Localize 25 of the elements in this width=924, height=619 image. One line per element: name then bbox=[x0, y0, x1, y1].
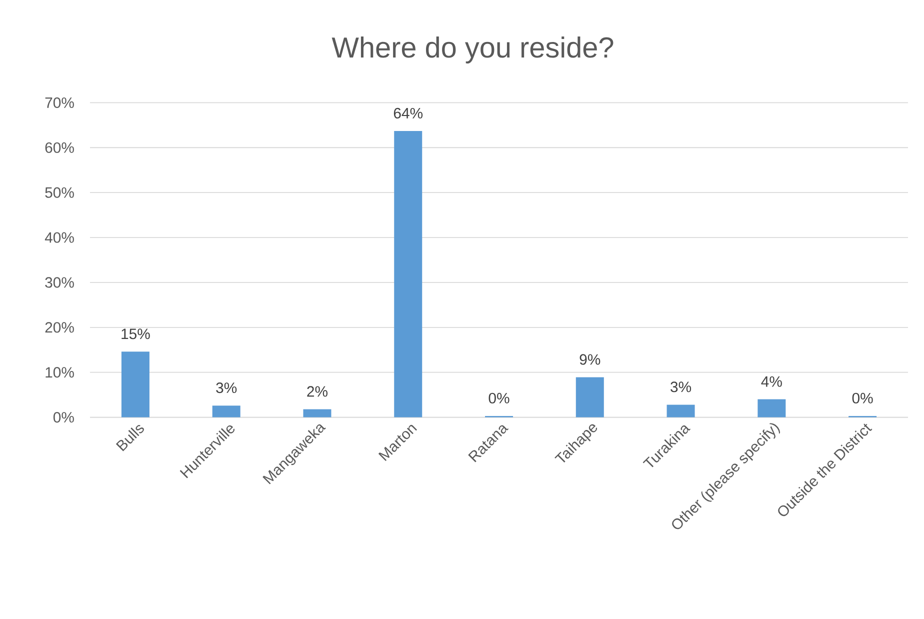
data-label: 3% bbox=[670, 382, 692, 392]
bar bbox=[121, 352, 150, 418]
data-label: 64% bbox=[394, 108, 423, 118]
data-label: 15% bbox=[122, 328, 150, 340]
bar bbox=[758, 399, 786, 418]
y-tick-label: 0% bbox=[53, 412, 74, 423]
data-label: 4% bbox=[761, 376, 782, 387]
bar bbox=[212, 406, 240, 418]
data-label: 2% bbox=[307, 386, 328, 397]
y-tick-label: 60% bbox=[45, 142, 74, 153]
bar bbox=[394, 131, 422, 418]
y-tick-label: 40% bbox=[44, 232, 74, 243]
bar bbox=[576, 377, 604, 418]
chart-title: Where do you reside? bbox=[332, 36, 614, 64]
y-tick-label: 20% bbox=[45, 322, 74, 333]
data-label: 0% bbox=[488, 392, 510, 404]
y-tick-label: 50% bbox=[45, 187, 74, 198]
y-tick-label: 10% bbox=[46, 367, 74, 378]
y-tick-label: 70% bbox=[45, 97, 74, 108]
data-label: 9% bbox=[580, 354, 600, 365]
bar bbox=[303, 409, 332, 418]
y-tick-label: 30% bbox=[45, 277, 74, 288]
data-label: 3% bbox=[216, 382, 237, 394]
data-label: 0% bbox=[852, 392, 873, 404]
bar bbox=[666, 404, 695, 418]
